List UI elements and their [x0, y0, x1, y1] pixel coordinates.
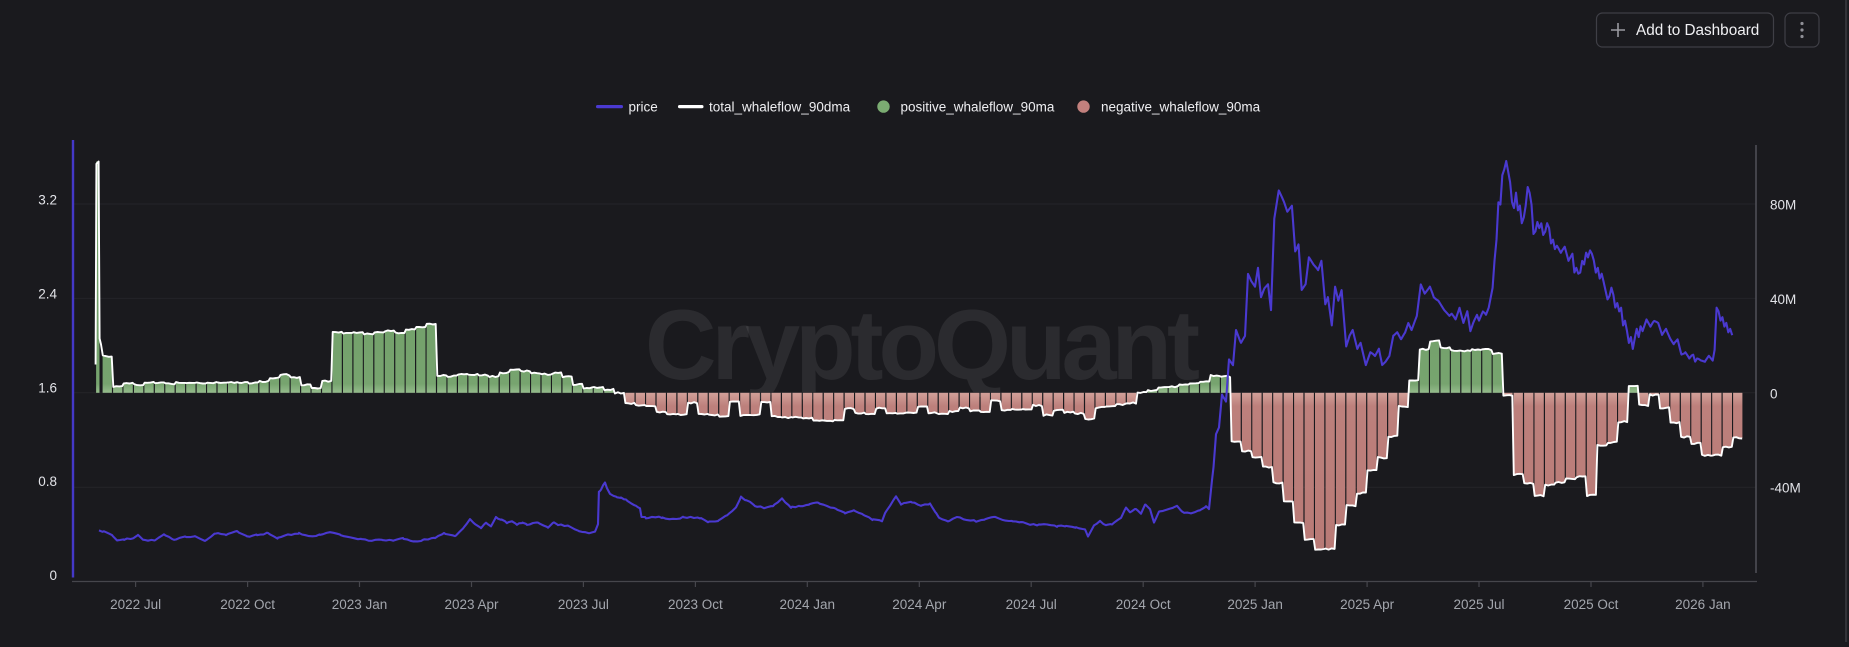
svg-text:Add to Dashboard: Add to Dashboard — [1636, 22, 1759, 39]
svg-text:2026 Jan: 2026 Jan — [1675, 597, 1731, 612]
svg-text:0: 0 — [49, 568, 57, 583]
svg-text:negative_whaleflow_90ma: negative_whaleflow_90ma — [1101, 99, 1261, 114]
svg-text:price: price — [629, 99, 658, 114]
svg-text:80M: 80M — [1770, 198, 1796, 213]
svg-text:40M: 40M — [1770, 292, 1796, 307]
svg-text:2024 Apr: 2024 Apr — [892, 597, 947, 612]
svg-text:2025 Oct: 2025 Oct — [1564, 597, 1619, 612]
svg-text:positive_whaleflow_90ma: positive_whaleflow_90ma — [901, 99, 1055, 114]
svg-text:total_whaleflow_90dma: total_whaleflow_90dma — [709, 99, 851, 114]
svg-text:2025 Jul: 2025 Jul — [1453, 597, 1504, 612]
svg-text:2023 Jul: 2023 Jul — [558, 597, 609, 612]
svg-text:1.6: 1.6 — [38, 380, 57, 395]
svg-text:2022 Jul: 2022 Jul — [110, 597, 161, 612]
svg-text:2024 Jan: 2024 Jan — [780, 597, 836, 612]
svg-text:2.4: 2.4 — [38, 287, 57, 302]
svg-text:2023 Jan: 2023 Jan — [332, 597, 388, 612]
svg-text:0.8: 0.8 — [38, 474, 57, 489]
svg-text:-40M: -40M — [1770, 481, 1801, 496]
svg-text:2025 Apr: 2025 Apr — [1340, 597, 1395, 612]
svg-text:CryptoQuant: CryptoQuant — [645, 289, 1199, 400]
svg-text:0: 0 — [1770, 386, 1778, 401]
svg-text:2024 Jul: 2024 Jul — [1006, 597, 1057, 612]
svg-text:2023 Oct: 2023 Oct — [668, 597, 723, 612]
svg-text:2024 Oct: 2024 Oct — [1116, 597, 1171, 612]
svg-text:2025 Jan: 2025 Jan — [1227, 597, 1283, 612]
svg-text:3.2: 3.2 — [38, 193, 57, 208]
svg-text:2023 Apr: 2023 Apr — [444, 597, 499, 612]
svg-text:2022 Oct: 2022 Oct — [220, 597, 275, 612]
